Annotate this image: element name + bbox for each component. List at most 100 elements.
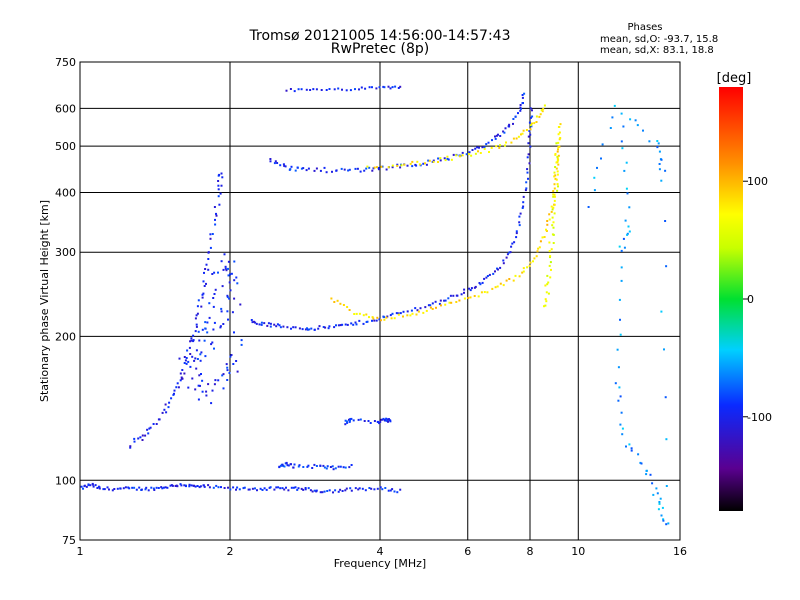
- data-point: [282, 325, 285, 328]
- data-point: [346, 306, 349, 308]
- data-point: [226, 366, 229, 369]
- data-point: [223, 253, 226, 256]
- data-point: [293, 90, 296, 93]
- data-point: [609, 127, 612, 129]
- data-point: [313, 463, 316, 466]
- data-point: [431, 302, 434, 305]
- data-point: [508, 125, 511, 128]
- data-point: [325, 89, 328, 91]
- data-point: [350, 322, 353, 325]
- data-point: [80, 485, 83, 488]
- data-point: [308, 328, 311, 331]
- data-point: [458, 299, 461, 302]
- trace-mid_patch: [344, 417, 392, 426]
- data-point: [431, 308, 434, 310]
- data-point: [194, 317, 197, 320]
- data-point: [181, 369, 184, 371]
- data-point: [243, 486, 246, 489]
- data-point: [229, 289, 232, 292]
- data-point: [215, 484, 218, 487]
- data-point: [470, 154, 473, 157]
- data-point: [639, 461, 642, 464]
- data-point: [332, 468, 335, 471]
- data-point: [282, 163, 285, 166]
- data-point: [89, 484, 92, 487]
- data-point: [382, 417, 385, 420]
- data-point: [556, 170, 559, 173]
- data-point: [379, 420, 382, 423]
- data-point: [227, 318, 229, 321]
- data-point: [529, 107, 532, 110]
- grid-lines: [80, 62, 680, 540]
- data-point: [385, 316, 388, 319]
- data-point: [113, 488, 116, 490]
- data-point: [368, 487, 371, 489]
- data-point: [527, 153, 530, 156]
- data-point: [556, 183, 559, 186]
- data-point: [665, 523, 668, 526]
- data-point: [204, 355, 207, 358]
- data-point: [545, 300, 548, 303]
- data-point: [269, 486, 272, 489]
- data-point: [539, 240, 542, 243]
- data-point: [239, 303, 242, 306]
- data-point: [376, 316, 379, 319]
- data-point: [198, 339, 201, 342]
- data-point: [480, 291, 483, 294]
- data-point: [649, 473, 652, 476]
- data-point: [622, 237, 625, 240]
- data-point: [164, 403, 167, 406]
- data-point: [311, 490, 314, 493]
- data-point: [379, 486, 382, 489]
- data-point: [256, 489, 258, 492]
- data-point: [549, 276, 552, 279]
- data-point: [133, 437, 136, 440]
- data-point: [290, 486, 293, 489]
- data-point: [302, 167, 305, 170]
- data-point: [544, 304, 547, 307]
- data-point: [527, 135, 530, 138]
- data-point: [193, 484, 195, 487]
- data-point: [551, 224, 554, 227]
- data-point: [363, 420, 366, 422]
- data-point: [214, 218, 216, 221]
- data-point: [354, 487, 357, 490]
- data-point: [403, 163, 406, 166]
- x-tick-label: 8: [527, 545, 534, 558]
- data-point: [620, 249, 623, 252]
- data-point: [233, 331, 235, 334]
- data-point: [499, 266, 502, 269]
- data-point: [233, 297, 236, 300]
- data-point: [526, 266, 529, 269]
- data-point: [215, 212, 217, 215]
- data-point: [614, 382, 617, 385]
- data-point: [465, 153, 468, 156]
- data-point: [456, 294, 459, 297]
- data-point: [548, 213, 551, 216]
- data-point: [346, 323, 349, 326]
- data-point: [552, 193, 555, 196]
- data-point: [348, 168, 351, 171]
- data-point: [199, 384, 201, 387]
- data-point: [552, 206, 555, 209]
- data-point: [225, 363, 228, 366]
- data-point: [517, 112, 519, 115]
- data-point: [91, 483, 94, 486]
- data-point: [425, 309, 428, 312]
- data-point: [505, 141, 507, 144]
- data-point: [443, 299, 446, 302]
- data-point: [521, 94, 524, 96]
- data-point: [651, 482, 654, 485]
- data-point: [313, 489, 316, 492]
- data-point: [298, 464, 301, 467]
- data-point: [411, 165, 414, 168]
- data-point: [665, 485, 668, 487]
- data-point: [555, 167, 558, 170]
- data-point: [189, 353, 192, 355]
- trace-f2_x_trace: [330, 123, 562, 322]
- data-point: [290, 327, 292, 330]
- data-point: [593, 189, 596, 192]
- data-point: [389, 87, 392, 90]
- data-point: [468, 287, 470, 290]
- data-point: [530, 125, 533, 128]
